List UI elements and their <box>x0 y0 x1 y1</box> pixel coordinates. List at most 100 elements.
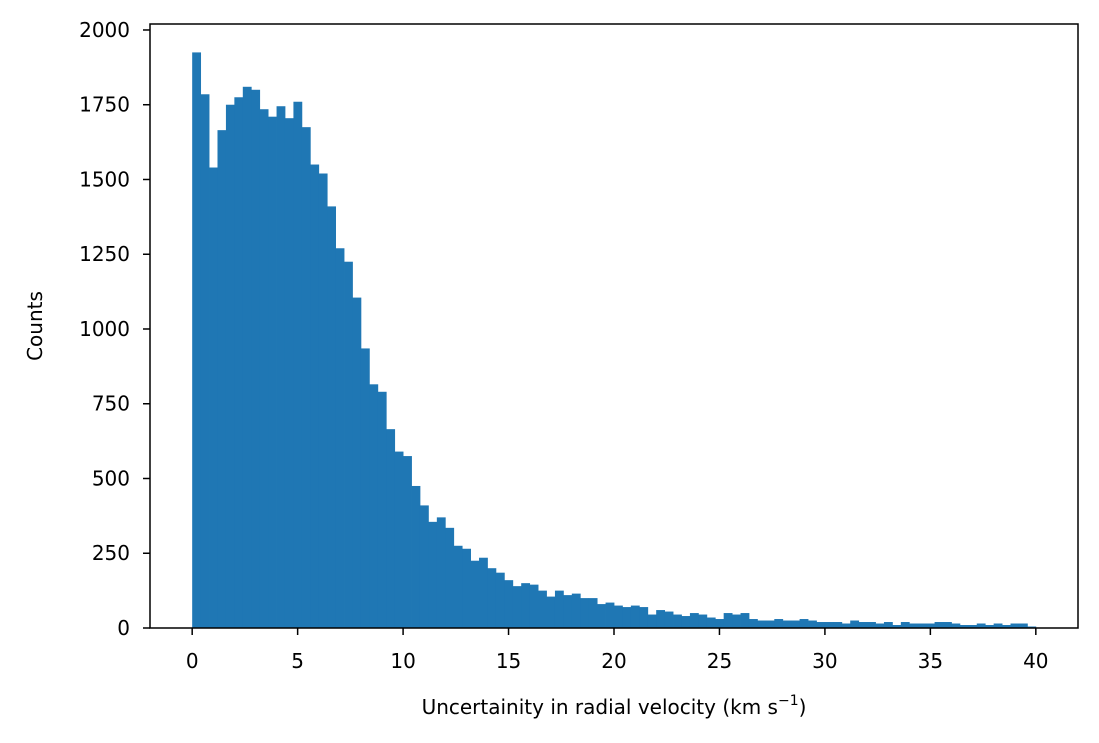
histogram-bar <box>453 545 463 628</box>
histogram-bar <box>1002 625 1011 628</box>
histogram-bar <box>867 622 876 628</box>
histogram-bar <box>529 584 539 628</box>
x-tick-label: 25 <box>707 649 732 673</box>
histogram-bar <box>504 580 514 628</box>
histogram-bar <box>824 622 834 628</box>
x-tick-label: 10 <box>390 649 415 673</box>
histogram-bar <box>200 94 210 628</box>
histogram-bar <box>605 602 615 628</box>
histogram-bar <box>917 623 927 628</box>
histogram-bars <box>192 52 1037 629</box>
x-tick-label: 40 <box>1023 649 1048 673</box>
histogram-bar <box>554 590 564 628</box>
y-tick-label: 1500 <box>79 167 130 191</box>
histogram-bar <box>580 598 590 628</box>
histogram-bar <box>209 167 218 628</box>
histogram-bar <box>614 605 623 628</box>
histogram-bar <box>900 622 910 628</box>
histogram-bar <box>521 583 531 628</box>
x-axis-ticks: 0 5 10 15 20 25 30 35 40 <box>186 628 1049 673</box>
x-tick-label: 5 <box>291 649 304 673</box>
histogram-bar <box>301 127 311 628</box>
histogram-bar <box>850 620 860 628</box>
histogram-bar <box>571 593 581 628</box>
histogram-bar <box>411 485 421 628</box>
histogram-bar <box>630 605 640 628</box>
histogram-bar <box>546 596 556 628</box>
histogram-bar <box>732 614 741 628</box>
histogram-bar <box>352 297 362 628</box>
histogram-bar <box>883 622 893 628</box>
histogram-bar <box>622 607 632 628</box>
histogram-bar <box>715 619 725 628</box>
histogram-bar <box>673 614 682 628</box>
histogram-bar <box>909 623 919 628</box>
histogram-bar <box>512 586 522 628</box>
histogram-bar <box>403 456 412 628</box>
histogram-bar <box>335 248 345 628</box>
x-tick-label: 20 <box>601 649 626 673</box>
y-axis-ticks: 0 250 500 750 1000 1250 1500 1750 2000 <box>79 18 150 640</box>
histogram-bar <box>394 451 404 628</box>
y-tick-label: 250 <box>92 541 130 565</box>
histogram-bar <box>436 517 446 628</box>
y-tick-label: 1750 <box>79 93 130 117</box>
y-tick-label: 750 <box>92 392 130 416</box>
x-tick-label: 0 <box>186 649 199 673</box>
histogram-bar <box>943 622 952 628</box>
histogram-bar <box>664 611 674 628</box>
histogram-bar <box>327 206 336 628</box>
x-tick-label: 30 <box>812 649 837 673</box>
histogram-bar <box>538 590 547 628</box>
y-axis-label: Counts <box>23 291 47 361</box>
histogram-bar <box>723 613 733 628</box>
histogram-bar <box>419 505 429 628</box>
histogram-bar <box>225 104 235 629</box>
histogram-bar <box>698 614 708 628</box>
histogram-bar <box>344 261 353 628</box>
histogram-bar <box>816 622 826 628</box>
x-axis-label-superscript: −1 <box>778 693 799 709</box>
histogram-bar <box>748 619 758 628</box>
histogram-bar <box>892 625 902 628</box>
histogram-bar <box>377 391 387 628</box>
histogram-bar <box>841 623 851 628</box>
y-tick-label: 0 <box>117 616 130 640</box>
histogram-bar <box>293 101 303 629</box>
histogram-bar <box>268 116 277 628</box>
histogram-bar <box>310 164 320 628</box>
histogram-bar <box>318 173 328 628</box>
histogram-bar <box>976 623 986 628</box>
histogram-bar <box>765 620 775 628</box>
histogram-bar <box>740 613 750 628</box>
histogram-bar <box>993 623 1003 628</box>
histogram-bar <box>681 616 691 628</box>
histogram-bar <box>656 610 666 628</box>
histogram-bar <box>563 595 573 628</box>
histogram-bar <box>242 86 252 629</box>
histogram-bar <box>833 622 843 628</box>
histogram-bar <box>276 106 286 629</box>
histogram-bar <box>386 429 396 628</box>
histogram-bar <box>647 614 657 628</box>
histogram-bar <box>192 52 202 629</box>
histogram-bar <box>689 613 699 628</box>
y-tick-label: 1000 <box>79 317 130 341</box>
histogram-bar <box>926 623 935 628</box>
x-axis-label: Uncertainity in radial velocity (km s−1) <box>422 693 807 719</box>
histogram-bar <box>597 604 606 628</box>
histogram-bar <box>934 622 944 628</box>
histogram-bar <box>782 620 792 628</box>
histogram-bar <box>445 527 455 628</box>
histogram-bar <box>774 619 784 628</box>
histogram-bar <box>757 620 767 628</box>
histogram-bar <box>284 118 294 628</box>
histogram-bar <box>495 572 505 628</box>
y-tick-label: 500 <box>92 466 130 490</box>
histogram-bar <box>639 607 649 628</box>
histogram-bar <box>588 598 598 628</box>
histogram-bar <box>360 348 370 628</box>
histogram-bar <box>479 557 488 628</box>
histogram-bar <box>251 89 261 628</box>
